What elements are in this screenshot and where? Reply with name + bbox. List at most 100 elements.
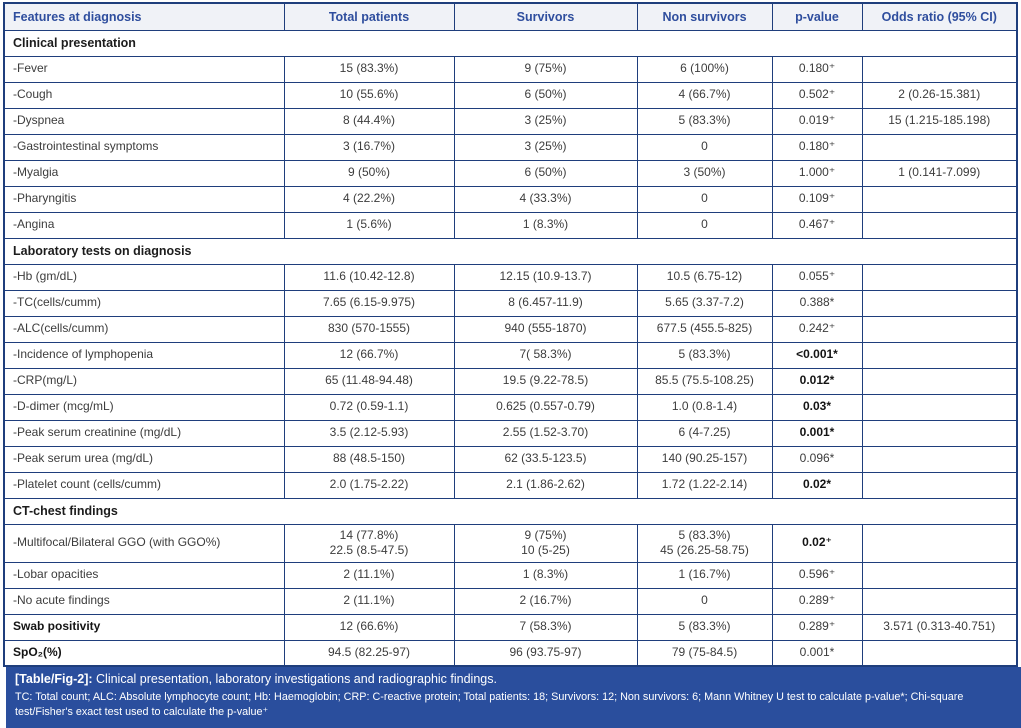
table-row: -Cough 10 (55.6%) 6 (50%) 4 (66.7%) 0.502⁺ 2 … (3, 81, 1018, 109)
cell-non_survivors: 5 (83.3%) (636, 613, 773, 641)
table-row: -Dyspnea 8 (44.4%) 3 (25%) 5 (83.3%) 0.019⁺ 1… (3, 107, 1018, 135)
cell-odds (861, 523, 1018, 563)
cell-odds (861, 185, 1018, 213)
cell-odds (861, 471, 1018, 499)
cell-total: 3.5 (2.12-5.93) (283, 419, 455, 447)
cell-p: 0.001* (771, 419, 863, 447)
table-row: -Myalgia 9 (50%) 6 (50%) 3 (50%) 1.000⁺ 1 (0.… (3, 159, 1018, 187)
table-row: -Gastrointestinal symptoms 3 (16.7%) 3 (25… (3, 133, 1018, 161)
cell-total: 94.5 (82.25-97) (283, 639, 455, 667)
cell-survivors: 9 (75%) 10 (5-25) (453, 523, 638, 563)
cell-total: 1 (5.6%) (283, 211, 455, 239)
cell-survivors: 6 (50%) (453, 81, 638, 109)
cell-non_survivors: 85.5 (75.5-108.25) (636, 367, 773, 395)
cell-odds: 15 (1.215-185.198) (861, 107, 1018, 135)
cell-odds (861, 289, 1018, 317)
cell-survivors: 9 (75%) (453, 55, 638, 83)
table-row: -Hb (gm/dL) 11.6 (10.42-12.8) 12.15 (10.9-… (3, 263, 1018, 291)
cell-non_survivors: 3 (50%) (636, 159, 773, 187)
cell-odds (861, 419, 1018, 447)
cell-survivors: 4 (33.3%) (453, 185, 638, 213)
table-caption: [Table/Fig-2]: Clinical presentation, la… (15, 672, 1012, 688)
cell-odds (861, 367, 1018, 395)
cell-survivors: 8 (6.457-11.9) (453, 289, 638, 317)
table-row: -TC(cells/cumm) 7.65 (6.15-9.975) 8 (6.457… (3, 289, 1018, 317)
table-row: -Fever 15 (83.3%) 9 (75%) 6 (100%) 0.180⁺ (3, 55, 1018, 83)
cell-non_survivors: 10.5 (6.75-12) (636, 263, 773, 291)
cell-total: 88 (48.5-150) (283, 445, 455, 473)
cell-odds (861, 587, 1018, 615)
cell-survivors: 3 (25%) (453, 133, 638, 161)
cell-total: 2.0 (1.75-2.22) (283, 471, 455, 499)
cell-p: 0.019⁺ (771, 107, 863, 135)
cell-p: 0.096* (771, 445, 863, 473)
cell-non_survivors: 4 (66.7%) (636, 81, 773, 109)
cell-survivors: 940 (555-1870) (453, 315, 638, 343)
cell-total: 830 (570-1555) (283, 315, 455, 343)
cell-total: 8 (44.4%) (283, 107, 455, 135)
cell-total: 7.65 (6.15-9.975) (283, 289, 455, 317)
cell-survivors: 96 (93.75-97) (453, 639, 638, 667)
cell-survivors: 2 (16.7%) (453, 587, 638, 615)
table-header: Features at diagnosis Total patients Sur… (3, 2, 1018, 31)
cell-p: 0.055⁺ (771, 263, 863, 291)
cell-feature: -Pharyngitis (3, 185, 285, 213)
cell-p: 0.012* (771, 367, 863, 395)
table-row: -No acute findings 2 (11.1%) 2 (16.7%) 0 0.2… (3, 587, 1018, 615)
table-caption-text: Clinical presentation, laboratory invest… (92, 672, 497, 687)
cell-feature: -Cough (3, 81, 285, 109)
cell-total: 2 (11.1%) (283, 561, 455, 589)
cell-odds (861, 561, 1018, 589)
cell-total: 65 (11.48-94.48) (283, 367, 455, 395)
cell-survivors: 2.55 (1.52-3.70) (453, 419, 638, 447)
cell-total: 3 (16.7%) (283, 133, 455, 161)
cell-feature: -No acute findings (3, 587, 285, 615)
cell-non_survivors: 79 (75-84.5) (636, 639, 773, 667)
cell-feature: -Multifocal/Bilateral GGO (with GGO%) (3, 523, 285, 563)
cell-survivors: 3 (25%) (453, 107, 638, 135)
cell-odds: 2 (0.26-15.381) (861, 81, 1018, 109)
table-row: -CRP(mg/L) 65 (11.48-94.48) 19.5 (9.22-78.… (3, 367, 1018, 395)
cell-feature: -Hb (gm/dL) (3, 263, 285, 291)
table-row: -ALC(cells/cumm) 830 (570-1555) 940 (555-1… (3, 315, 1018, 343)
cell-p: 0.180⁺ (771, 133, 863, 161)
cell-p: 0.289⁺ (771, 613, 863, 641)
cell-non_survivors: 1 (16.7%) (636, 561, 773, 589)
cell-non_survivors: 0 (636, 185, 773, 213)
cell-odds (861, 133, 1018, 161)
cell-total: 14 (77.8%) 22.5 (8.5-47.5) (283, 523, 455, 563)
cell-p: 1.000⁺ (771, 159, 863, 187)
header-row: Features at diagnosis Total patients Sur… (3, 2, 1018, 31)
cell-non_survivors: 5.65 (3.37-7.2) (636, 289, 773, 317)
cell-feature: SpO₂(%) (3, 639, 285, 667)
cell-odds: 3.571 (0.313-40.751) (861, 613, 1018, 641)
cell-non_survivors: 6 (100%) (636, 55, 773, 83)
section-row: Clinical presentation (3, 29, 1018, 57)
cell-feature: -CRP(mg/L) (3, 367, 285, 395)
cell-p: 0.180⁺ (771, 55, 863, 83)
table-row: -Pharyngitis 4 (22.2%) 4 (33.3%) 0 0.109⁺ (3, 185, 1018, 213)
cell-odds (861, 315, 1018, 343)
cell-survivors: 2.1 (1.86-2.62) (453, 471, 638, 499)
cell-non_survivors: 5 (83.3%) 45 (26.25-58.75) (636, 523, 773, 563)
col-header-survivors: Survivors (453, 2, 638, 31)
col-header-features: Features at diagnosis (3, 2, 285, 31)
table-row: -Angina 1 (5.6%) 1 (8.3%) 0 0.467⁺ (3, 211, 1018, 239)
cell-feature: -Incidence of lymphopenia (3, 341, 285, 369)
cell-total: 0.72 (0.59-1.1) (283, 393, 455, 421)
cell-feature: -D-dimer (mcg/mL) (3, 393, 285, 421)
table-row: -Peak serum urea (mg/dL) 88 (48.5-150) 62 … (3, 445, 1018, 473)
table-row: -Platelet count (cells/cumm) 2.0 (1.75-2.… (3, 471, 1018, 499)
clinical-findings-table: Features at diagnosis Total patients Sur… (3, 2, 1018, 668)
cell-feature: -Myalgia (3, 159, 285, 187)
cell-survivors: 1 (8.3%) (453, 211, 638, 239)
cell-non_survivors: 5 (83.3%) (636, 107, 773, 135)
table-row: Swab positivity 12 (66.6%) 7 (58.3%) 5 (83.… (3, 613, 1018, 641)
table-row: -Multifocal/Bilateral GGO (with GGO%) 14 … (3, 523, 1018, 563)
table-row: -D-dimer (mcg/mL) 0.72 (0.59-1.1) 0.625 (0… (3, 393, 1018, 421)
cell-odds (861, 393, 1018, 421)
cell-survivors: 6 (50%) (453, 159, 638, 187)
cell-non_survivors: 6 (4-7.25) (636, 419, 773, 447)
cell-total: 11.6 (10.42-12.8) (283, 263, 455, 291)
